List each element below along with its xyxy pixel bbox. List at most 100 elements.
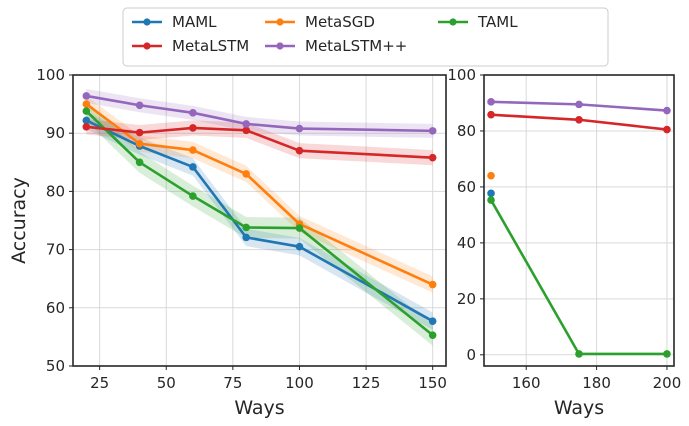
x-tick-label: 200: [653, 374, 682, 392]
point-taml: [135, 158, 144, 167]
band-metasgd: [86, 95, 433, 293]
y-tick-label: 50: [46, 357, 65, 375]
x-tick-label: 50: [157, 374, 176, 392]
y-tick-label: 80: [457, 122, 476, 140]
legend-label: MAML: [172, 13, 217, 31]
point-taml: [487, 196, 495, 204]
point-metalstmplusplus: [295, 124, 304, 133]
x-tick-label: 25: [90, 374, 109, 392]
point-maml: [487, 189, 495, 198]
point-taml: [295, 224, 304, 232]
point-metalstmplusplus: [575, 100, 583, 109]
legend: MAML MetaSGD TAML MetaLSTM MetaLSTM++: [122, 7, 609, 67]
series-metalstm: [487, 110, 671, 134]
line-maml: [85, 119, 434, 323]
point-metalstm: [82, 122, 91, 131]
line-taml: [85, 110, 434, 337]
line-taml: [489, 199, 667, 356]
point-metalstm: [295, 146, 304, 155]
plot-frame: [72, 74, 447, 367]
x-tick-label: 100: [285, 374, 314, 392]
legend-label: MetaLSTM++: [305, 37, 407, 55]
y-tick-label: 80: [46, 182, 65, 200]
y-tick-label: 20: [457, 290, 476, 308]
series-taml: [82, 107, 437, 339]
point-metalstm: [663, 125, 671, 134]
point-maml: [242, 233, 250, 242]
x-tick-label: 180: [582, 374, 611, 392]
y-tick-label: 100: [36, 66, 65, 84]
point-maml: [428, 317, 437, 325]
legend-marker: [276, 42, 284, 50]
legend-entry-metasgd: MetaSGD: [265, 13, 375, 31]
y-tick-label: 0: [466, 346, 476, 364]
x-tick-label: 160: [512, 374, 541, 392]
point-metalstmplusplus: [82, 92, 91, 100]
series-taml: [487, 196, 671, 358]
y-axis-title: Accuracy: [8, 177, 30, 264]
legend-entry-metalstm: MetaLSTM: [132, 37, 249, 55]
legend-entry-maml: MAML: [132, 13, 217, 31]
legend-entry-metalstmplusplus: MetaLSTM++: [265, 37, 407, 55]
legend-label: TAML: [477, 13, 518, 31]
line-metasgd: [85, 103, 434, 286]
series-metalstm: [82, 122, 437, 162]
point-metasgd: [135, 139, 144, 148]
series-metasgd: [487, 171, 495, 180]
legend-marker: [143, 18, 151, 26]
y-tick-label: 100: [447, 66, 476, 84]
point-metalstm: [575, 115, 583, 124]
series-metalstmplusplus: [487, 98, 671, 115]
line-metalstmplusplus: [86, 94, 433, 133]
point-metalstmplusplus: [189, 109, 197, 117]
point-metasgd: [189, 146, 197, 154]
point-maml: [82, 116, 91, 125]
point-metasgd: [487, 171, 495, 180]
series-maml: [82, 116, 437, 325]
point-maml: [189, 163, 197, 171]
point-metalstm: [428, 153, 437, 162]
point-metalstm: [135, 128, 144, 137]
point-metalstmplusplus: [663, 106, 671, 115]
legend-frame: [122, 7, 609, 67]
point-metalstmplusplus: [135, 101, 144, 110]
series-metalstmplusplus: [82, 92, 437, 135]
series-maml: [487, 189, 495, 198]
right-chart: 160 180 200 0 20 40 60 80 100 Ways: [447, 66, 681, 419]
point-metalstm: [189, 124, 197, 132]
line-metalstm: [86, 125, 433, 159]
legend-marker: [449, 18, 457, 26]
plot-frame: [483, 74, 675, 367]
point-metalstm: [242, 126, 250, 135]
band-taml: [86, 100, 433, 346]
point-metalstmplusplus: [242, 120, 250, 128]
legend-marker: [276, 18, 284, 26]
point-metasgd: [428, 280, 437, 289]
legend-entry-taml: TAML: [438, 13, 518, 31]
legend-label: MetaLSTM: [172, 37, 249, 55]
point-taml: [663, 350, 671, 358]
point-taml: [82, 107, 91, 115]
point-metalstmplusplus: [428, 127, 437, 135]
x-axis-title: Ways: [554, 397, 604, 419]
band-maml: [86, 111, 433, 330]
y-tick-label: 70: [46, 241, 65, 259]
band-metalstmplusplus: [86, 88, 433, 138]
legend-marker: [143, 42, 151, 50]
point-taml: [575, 350, 583, 358]
point-metalstm: [487, 110, 495, 119]
point-metasgd: [82, 100, 91, 108]
x-tick-label: 75: [223, 374, 242, 392]
y-tick-label: 60: [457, 178, 476, 196]
point-taml: [189, 192, 197, 200]
point-metalstmplusplus: [487, 98, 495, 106]
y-tick-label: 90: [46, 124, 65, 142]
point-taml: [428, 331, 437, 339]
point-maml: [295, 242, 304, 251]
x-axis-title: Ways: [234, 397, 284, 419]
point-taml: [242, 223, 250, 232]
x-tick-label: 125: [352, 374, 381, 392]
y-tick-label: 40: [457, 234, 476, 252]
